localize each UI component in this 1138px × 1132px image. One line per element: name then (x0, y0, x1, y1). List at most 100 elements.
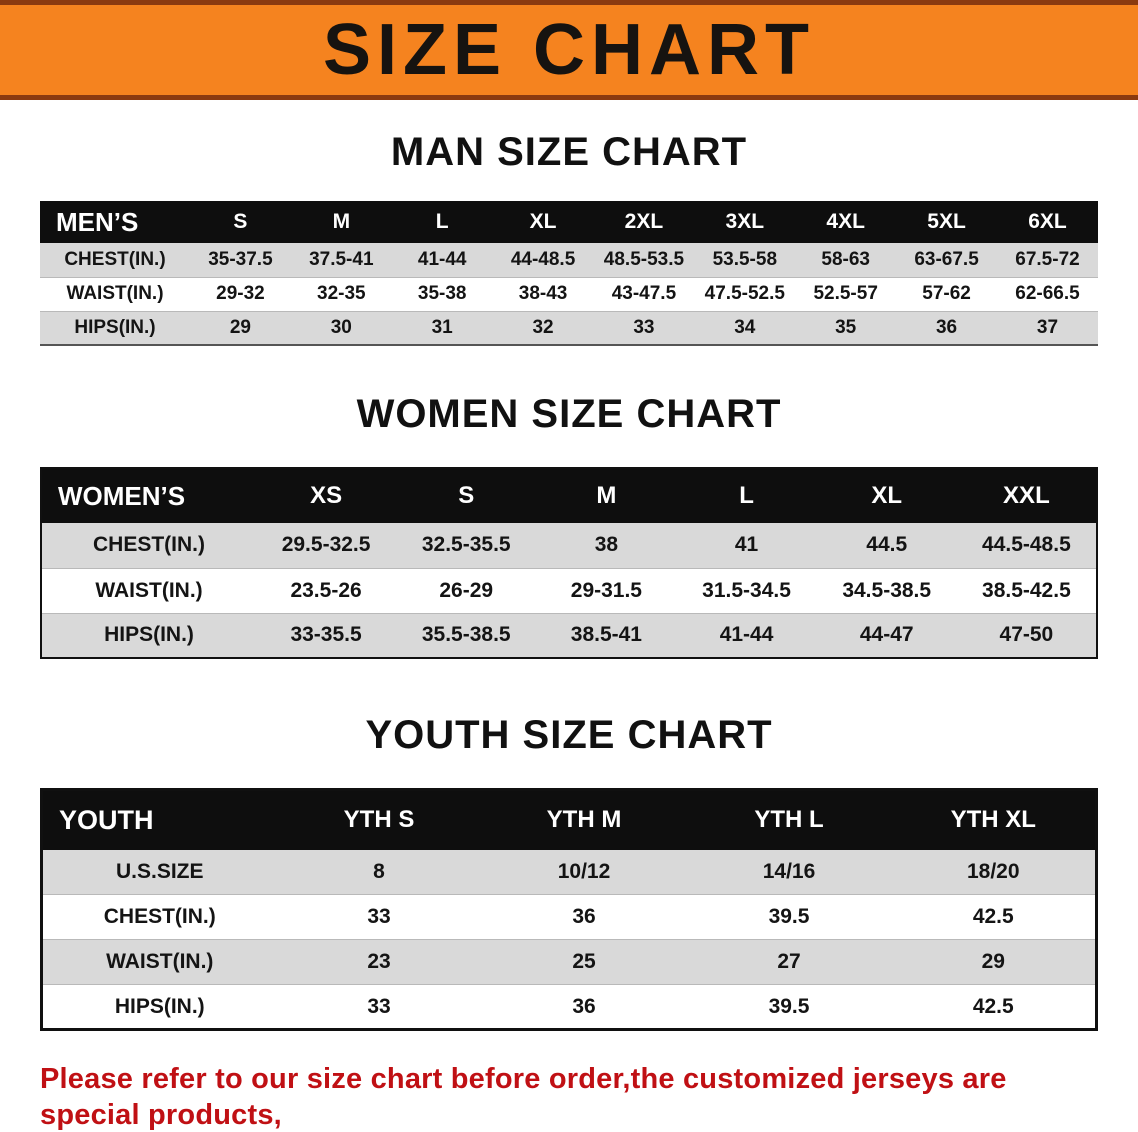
size-value: 33 (593, 311, 695, 346)
size-column-header: 6XL (997, 201, 1098, 243)
size-value: 52.5-57 (795, 277, 897, 312)
table-row: U.S.SIZE 8 10/12 14/16 18/20 (41, 849, 1097, 895)
size-value: 38 (536, 523, 677, 569)
size-value: 35.5-38.5 (396, 613, 537, 659)
size-value: 44-47 (816, 613, 957, 659)
size-column-header: S (396, 468, 537, 523)
size-value: 38-43 (492, 277, 594, 312)
row-label: WAIST(IN.) (40, 277, 190, 312)
size-value: 31.5-34.5 (676, 568, 817, 614)
table-row: HIPS(IN.) 29 30 31 32 33 34 35 36 37 (40, 311, 1098, 346)
size-value: 48.5-53.5 (593, 243, 695, 278)
row-label: HIPS(IN.) (41, 984, 277, 1030)
size-value: 31 (391, 311, 493, 346)
row-label: CHEST(IN.) (41, 523, 256, 569)
size-value: 39.5 (686, 894, 892, 940)
men-size-section: MAN SIZE CHART MEN’S S M L XL 2XL 3XL 4XL 5XL 6XL… (0, 130, 1138, 346)
size-value: 67.5-72 (997, 243, 1098, 278)
size-value: 38.5-42.5 (956, 568, 1097, 614)
size-value: 23.5-26 (256, 568, 397, 614)
size-value: 44.5-48.5 (956, 523, 1097, 569)
size-value: 32.5-35.5 (396, 523, 537, 569)
row-label: CHEST(IN.) (40, 243, 190, 278)
size-value: 41-44 (676, 613, 817, 659)
table-row: CHEST(IN.) 29.5-32.5 32.5-35.5 38 41 44.5 44.5… (41, 523, 1097, 569)
size-value: 44.5 (816, 523, 957, 569)
row-label: U.S.SIZE (41, 849, 277, 895)
size-column-header: 5XL (896, 201, 997, 243)
page-title: SIZE CHART (323, 10, 815, 90)
size-value: 63-67.5 (896, 243, 997, 278)
men-size-table: MEN’S S M L XL 2XL 3XL 4XL 5XL 6XL CHEST(IN.) 35-37… (40, 201, 1098, 346)
women-size-section: WOMEN SIZE CHART WOMEN’S XS S M L XL XXL CHEST(… (0, 392, 1138, 659)
table-row: WAIST(IN.) 23.5-26 26-29 29-31.5 31.5-34.5 34… (41, 568, 1097, 614)
size-column-header: L (391, 201, 493, 243)
size-value: 38.5-41 (536, 613, 677, 659)
size-value: 8 (276, 849, 482, 895)
size-value: 10/12 (481, 849, 687, 895)
row-label: HIPS(IN.) (40, 311, 190, 346)
size-value: 37 (997, 311, 1098, 346)
table-corner-label: MEN’S (40, 201, 190, 243)
size-column-header: 4XL (795, 201, 897, 243)
table-header-row: YOUTH YTH S YTH M YTH L YTH XL (41, 789, 1097, 850)
size-value: 41 (676, 523, 817, 569)
youth-size-table: YOUTH YTH S YTH M YTH L YTH XL U.S.SIZE 8 10/12… (40, 788, 1098, 1031)
size-column-header: XL (816, 468, 957, 523)
size-value: 34 (694, 311, 796, 346)
size-column-header: XL (492, 201, 594, 243)
size-value: 29-32 (190, 277, 291, 312)
row-label: WAIST(IN.) (41, 568, 256, 614)
size-value: 29.5-32.5 (256, 523, 397, 569)
size-value: 53.5-58 (694, 243, 796, 278)
youth-size-section: YOUTH SIZE CHART YOUTH YTH S YTH M YTH L YTH… (0, 713, 1138, 1031)
size-column-header: 2XL (593, 201, 695, 243)
size-value: 29 (190, 311, 291, 346)
size-value: 62-66.5 (997, 277, 1098, 312)
size-column-header: YTH S (276, 789, 482, 850)
size-value: 35-37.5 (190, 243, 291, 278)
size-value: 36 (896, 311, 997, 346)
size-value: 37.5-41 (290, 243, 392, 278)
size-value: 47.5-52.5 (694, 277, 796, 312)
size-value: 39.5 (686, 984, 892, 1030)
women-size-table: WOMEN’S XS S M L XL XXL CHEST(IN.) 29.5-32.5 32.5… (40, 467, 1098, 659)
table-row: CHEST(IN.) 33 36 39.5 42.5 (41, 894, 1097, 940)
size-value: 26-29 (396, 568, 537, 614)
size-value: 42.5 (891, 984, 1097, 1030)
size-value: 25 (481, 939, 687, 985)
disclaimer-line-1: Please refer to our size chart before or… (40, 1063, 1007, 1132)
size-column-header: XS (256, 468, 397, 523)
size-column-header: XXL (956, 468, 1097, 523)
table-header-row: MEN’S S M L XL 2XL 3XL 4XL 5XL 6XL (40, 201, 1098, 243)
size-value: 41-44 (391, 243, 493, 278)
size-value: 32 (492, 311, 594, 346)
size-column-header: YTH XL (891, 789, 1097, 850)
size-value: 36 (481, 984, 687, 1030)
size-value: 43-47.5 (593, 277, 695, 312)
table-row: HIPS(IN.) 33-35.5 35.5-38.5 38.5-41 41-44 44-… (41, 613, 1097, 659)
men-section-heading: MAN SIZE CHART (390, 130, 748, 174)
banner: SIZE CHART (0, 0, 1138, 100)
size-column-header: YTH M (481, 789, 687, 850)
row-label: HIPS(IN.) (41, 613, 256, 659)
size-value: 14/16 (686, 849, 892, 895)
size-column-header: L (676, 468, 817, 523)
row-label: WAIST(IN.) (41, 939, 277, 985)
row-label: CHEST(IN.) (41, 894, 277, 940)
size-value: 42.5 (891, 894, 1097, 940)
size-value: 30 (290, 311, 392, 346)
women-section-heading: WOMEN SIZE CHART (356, 392, 782, 436)
size-value: 36 (481, 894, 687, 940)
size-column-header: M (536, 468, 677, 523)
table-row: HIPS(IN.) 33 36 39.5 42.5 (41, 984, 1097, 1030)
size-value: 27 (686, 939, 892, 985)
size-value: 33-35.5 (256, 613, 397, 659)
table-corner-label: YOUTH (41, 789, 277, 850)
table-row: CHEST(IN.) 35-37.5 37.5-41 41-44 44-48.5 48.5… (40, 243, 1098, 278)
table-corner-label: WOMEN’S (41, 468, 256, 523)
size-value: 29 (891, 939, 1097, 985)
size-value: 35-38 (391, 277, 493, 312)
size-value: 33 (276, 894, 482, 940)
